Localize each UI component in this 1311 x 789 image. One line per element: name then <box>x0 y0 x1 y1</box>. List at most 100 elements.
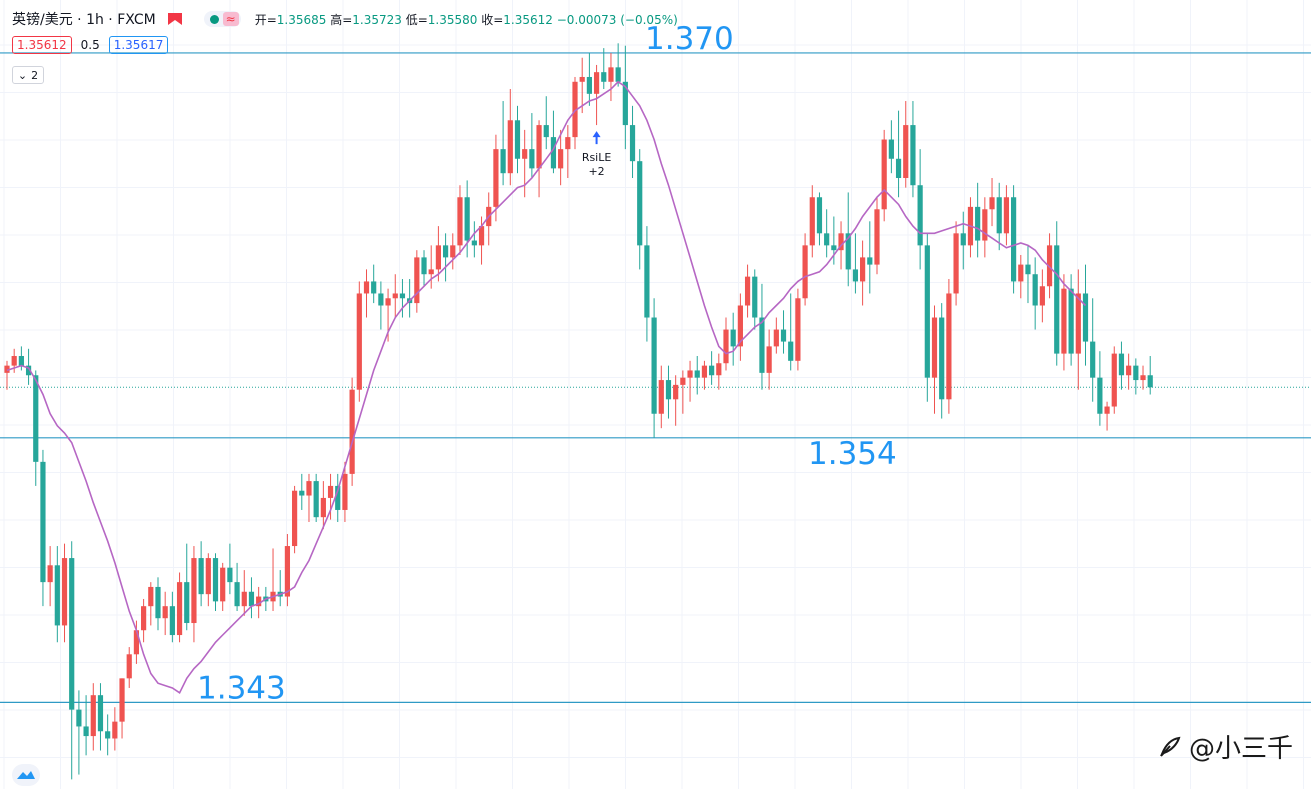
candle-body <box>665 380 672 400</box>
candle-body <box>306 481 312 496</box>
candle-body <box>903 125 909 179</box>
candle-body <box>450 245 456 258</box>
candle-body <box>1018 264 1024 282</box>
candle-body <box>83 726 89 737</box>
candle-body <box>845 233 851 270</box>
candle-body <box>709 365 715 376</box>
candle-body <box>716 363 722 376</box>
candle-body <box>335 485 341 510</box>
candle-body <box>428 269 434 275</box>
candle-body <box>191 558 197 624</box>
candle-body <box>910 125 916 186</box>
candle-body <box>996 197 1002 234</box>
candle-body <box>1111 353 1117 407</box>
signal-annotation: RsiLE+2 <box>582 131 611 178</box>
candle-body <box>701 365 708 378</box>
candle-body <box>1061 288 1067 354</box>
candle-body <box>378 293 384 306</box>
spread-value: 0.5 <box>80 38 100 52</box>
candle-body <box>687 370 693 378</box>
candle-body <box>615 67 621 82</box>
price-change: −0.00073 (−0.05%) <box>556 12 678 27</box>
candle-body <box>622 81 628 126</box>
candles <box>4 43 1153 780</box>
candle-body <box>651 317 657 414</box>
candle-body <box>4 365 10 373</box>
candle-body <box>1140 375 1146 381</box>
candle-body <box>1097 377 1103 414</box>
candle-body <box>694 370 700 378</box>
candle-body <box>558 149 564 169</box>
candle-body <box>737 305 743 347</box>
sell-price-button[interactable]: 1.35612 <box>12 36 72 54</box>
wave-icon: ≈ <box>222 12 239 26</box>
candle-body <box>522 149 528 159</box>
candle-body <box>759 317 765 373</box>
flag-icon[interactable] <box>167 13 182 25</box>
candle-body <box>586 76 592 94</box>
candle-body <box>292 490 298 547</box>
candle-body <box>867 257 873 265</box>
candle-body <box>220 567 226 602</box>
candle-body <box>234 582 240 607</box>
candle-body <box>1133 365 1139 381</box>
candle-body <box>766 346 772 373</box>
level-label: 1.343 <box>197 670 286 706</box>
candle-body <box>795 298 801 361</box>
candle-body <box>155 586 161 619</box>
candle-body <box>644 245 650 318</box>
candle-body <box>90 695 96 737</box>
candle-body <box>25 365 32 376</box>
candle-body <box>148 586 154 607</box>
candle-body <box>478 226 485 246</box>
candle-body <box>371 281 377 294</box>
candle-body <box>198 558 204 595</box>
candle-body <box>946 293 952 400</box>
candle-body <box>953 233 959 294</box>
candle-body <box>471 240 477 246</box>
candle-body <box>543 125 549 138</box>
candle-body <box>773 329 779 347</box>
candle-body <box>184 582 190 624</box>
watermark: @小三千 <box>1157 728 1293 765</box>
candle-body <box>802 245 808 299</box>
ohlc-readout: 开=1.35685 高=1.35723 低=1.35580 收=1.35612 … <box>254 12 678 27</box>
candle-body <box>1104 406 1110 414</box>
arrow-up-icon <box>592 131 601 145</box>
candle-body <box>888 139 894 159</box>
ma-series-line <box>6 80 1087 694</box>
candle-body <box>54 565 60 626</box>
candle-body <box>593 72 600 94</box>
candle-body <box>119 678 125 722</box>
candle-body <box>536 125 542 169</box>
candle-body <box>975 206 981 241</box>
candle-body <box>989 197 995 210</box>
candle-body <box>608 67 614 82</box>
candle-body <box>1032 274 1038 306</box>
indicators-toggle-button[interactable]: ⌄ 2 <box>12 66 44 84</box>
candle-body <box>256 596 262 607</box>
candle-body <box>356 293 362 390</box>
candle-body <box>565 137 571 150</box>
indicator-chip[interactable]: ≈ <box>203 11 241 27</box>
candle-body <box>320 497 326 518</box>
status-dot-icon <box>209 14 219 24</box>
candle-body <box>162 606 168 619</box>
candle-body <box>939 317 945 400</box>
candle-body <box>881 139 887 210</box>
symbol-title[interactable]: 英镑/美元 · 1h · FXCM <box>12 12 156 28</box>
buy-price-button[interactable]: 1.35617 <box>108 36 169 54</box>
candle-body <box>723 329 729 364</box>
candle-body <box>1090 341 1096 378</box>
candle-body <box>421 257 427 275</box>
candle-body <box>227 567 233 583</box>
candle-body <box>205 558 211 595</box>
level-label: 1.370 <box>645 21 734 57</box>
candle-body <box>385 298 391 306</box>
candle-body <box>493 149 499 207</box>
candle-body <box>435 245 441 270</box>
candle-body <box>1025 264 1031 275</box>
candle-body <box>176 582 183 636</box>
tradingview-logo-icon[interactable] <box>12 764 40 786</box>
